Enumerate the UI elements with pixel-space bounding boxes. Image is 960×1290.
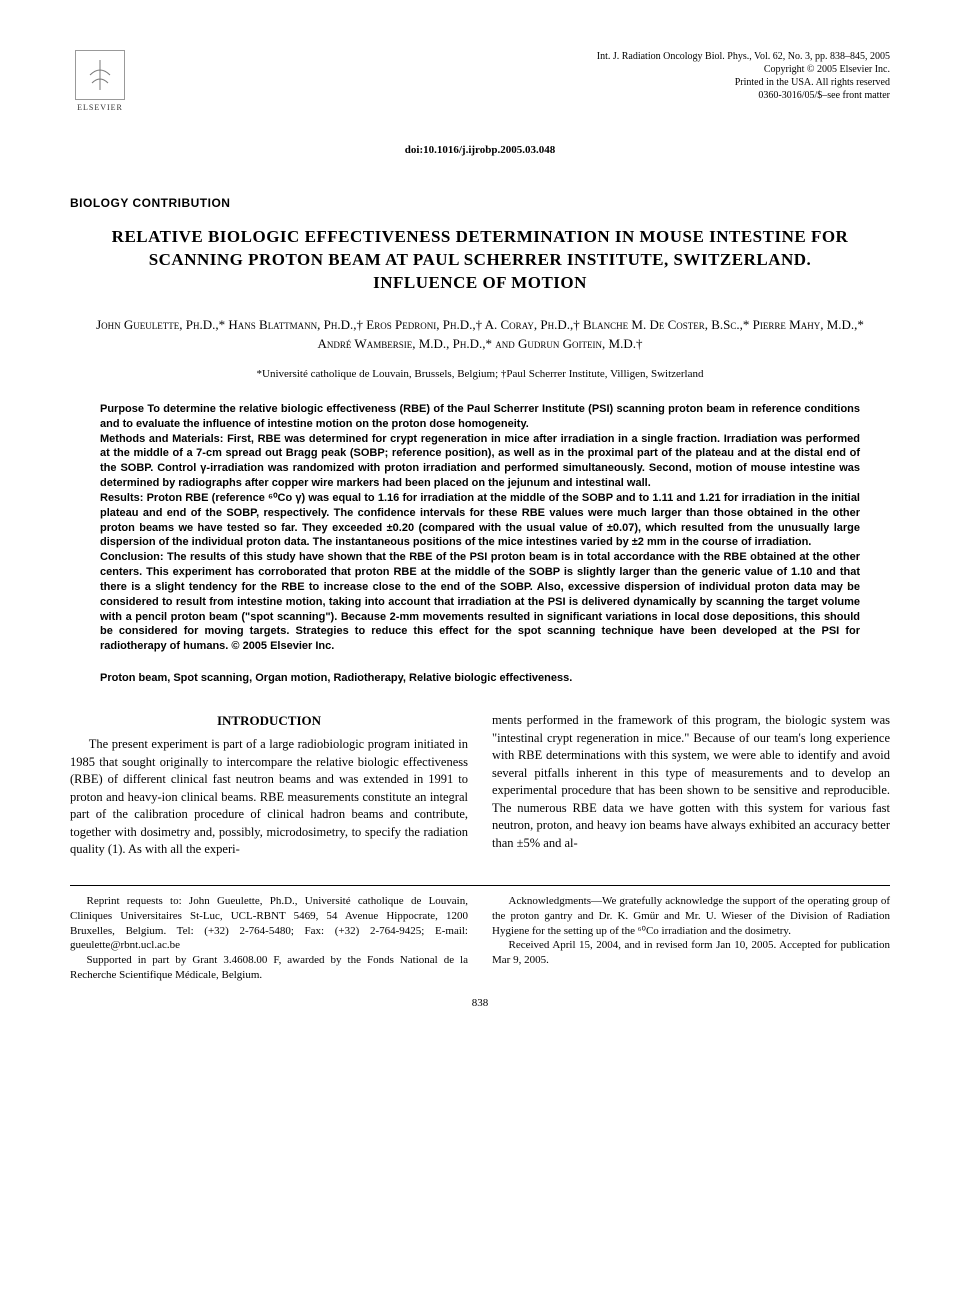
abstract-purpose: Purpose To determine the relative biolog…	[100, 402, 860, 432]
abstract-conclusion: Conclusion: The results of this study ha…	[100, 550, 860, 654]
page-number: 838	[70, 997, 890, 1009]
article-title: RELATIVE BIOLOGIC EFFECTIVENESS DETERMIN…	[110, 226, 850, 295]
intro-heading: INTRODUCTION	[70, 712, 468, 730]
doi: doi:10.1016/j.ijrobp.2005.03.048	[70, 144, 890, 156]
elsevier-tree-icon	[75, 50, 125, 100]
reprint-requests: Reprint requests to: John Gueulette, Ph.…	[70, 894, 468, 953]
intro-para-left: The present experiment is part of a larg…	[70, 736, 468, 859]
issn-line: 0360-3016/05/$–see front matter	[597, 89, 890, 102]
footer-left: Reprint requests to: John Gueulette, Ph.…	[70, 894, 468, 983]
abstract-methods: Methods and Materials: First, RBE was de…	[100, 432, 860, 491]
header-meta: Int. J. Radiation Oncology Biol. Phys., …	[597, 50, 890, 102]
section-label: BIOLOGY CONTRIBUTION	[70, 196, 890, 210]
abstract: Purpose To determine the relative biolog…	[100, 402, 860, 654]
copyright-line: Copyright © 2005 Elsevier Inc.	[597, 63, 890, 76]
publisher-name: ELSEVIER	[77, 103, 123, 112]
footer-columns: Reprint requests to: John Gueulette, Ph.…	[70, 894, 890, 983]
funding: Supported in part by Grant 3.4608.00 F, …	[70, 953, 468, 983]
journal-line: Int. J. Radiation Oncology Biol. Phys., …	[597, 50, 890, 63]
received-dates: Received April 15, 2004, and in revised …	[492, 938, 890, 968]
column-right: ments performed in the framework of this…	[492, 712, 890, 859]
footer-right: Acknowledgments—We gratefully acknowledg…	[492, 894, 890, 983]
intro-para-right: ments performed in the framework of this…	[492, 712, 890, 852]
abstract-results: Results: Proton RBE (reference ⁶⁰Co γ) w…	[100, 491, 860, 550]
body-columns: INTRODUCTION The present experiment is p…	[70, 712, 890, 859]
acknowledgments: Acknowledgments—We gratefully acknowledg…	[492, 894, 890, 939]
authors: John Gueulette, Ph.D.,* Hans Blattmann, …	[90, 315, 870, 354]
keywords: Proton beam, Spot scanning, Organ motion…	[100, 672, 860, 684]
printed-line: Printed in the USA. All rights reserved	[597, 76, 890, 89]
affiliations: *Université catholique de Louvain, Bruss…	[70, 368, 890, 380]
column-left: INTRODUCTION The present experiment is p…	[70, 712, 468, 859]
header-row: ELSEVIER Int. J. Radiation Oncology Biol…	[70, 50, 890, 120]
footer-rule	[70, 885, 890, 886]
publisher-logo: ELSEVIER	[70, 50, 130, 120]
